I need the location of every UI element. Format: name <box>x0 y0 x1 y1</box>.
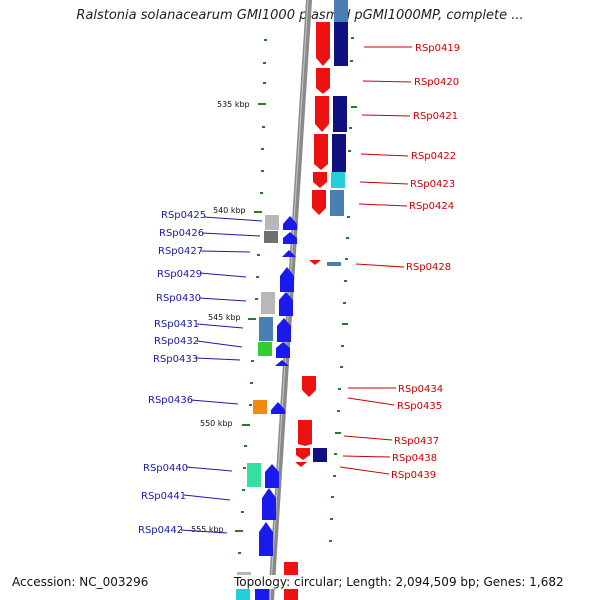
label-RSp0437: RSp0437 <box>394 436 439 447</box>
gene-RSp0422 <box>314 134 328 170</box>
reverse-outer-blocks <box>313 0 348 462</box>
gene-RSp0429 <box>280 267 294 292</box>
tick-label-555: 555 kbp <box>191 525 224 534</box>
label-RSp0419: RSp0419 <box>415 43 460 54</box>
gene-RSp0428 <box>309 260 321 265</box>
reverse-genes <box>284 22 330 600</box>
left-gene-labels: RSp0425 RSp0426 RSp0427 RSp0429 RSp0430 … <box>138 210 206 536</box>
gene-RSp0437 <box>298 420 312 446</box>
gene-RSp0426 <box>283 232 297 244</box>
label-RSp0442: RSp0442 <box>138 525 183 536</box>
label-RSp0441: RSp0441 <box>141 491 186 502</box>
gene-RSp0423 <box>313 172 327 188</box>
label-RSp0428: RSp0428 <box>406 262 451 273</box>
label-RSp0430: RSp0430 <box>156 293 201 304</box>
right-gene-labels: RSp0419 RSp0420 RSp0421 RSp0422 RSp0423 … <box>391 43 460 481</box>
major-ticks <box>235 103 266 532</box>
label-RSp0424: RSp0424 <box>409 201 454 212</box>
label-RSp0431: RSp0431 <box>154 319 199 330</box>
label-RSp0421: RSp0421 <box>413 111 458 122</box>
topology-stats-text: Topology: circular; Length: 2,094,509 bp… <box>232 575 566 589</box>
left-leaders <box>180 216 263 534</box>
label-RSp0426: RSp0426 <box>159 228 204 239</box>
label-RSp0423: RSp0423 <box>410 179 455 190</box>
gene-RSp0438 <box>296 448 310 460</box>
label-RSp0427: RSp0427 <box>158 246 203 257</box>
label-RSp0436: RSp0436 <box>148 395 193 406</box>
label-RSp0434: RSp0434 <box>398 384 443 395</box>
label-RSp0429: RSp0429 <box>157 269 202 280</box>
tick-label-535: 535 kbp <box>217 100 250 109</box>
tick-label-540: 540 kbp <box>213 206 246 215</box>
gene-RSp0432 <box>276 342 290 358</box>
gene-RSp0427 <box>282 250 296 257</box>
gene-RSp0425 <box>283 216 297 230</box>
gene-RSp0442 <box>259 522 273 556</box>
label-RSp0438: RSp0438 <box>392 453 437 464</box>
label-RSp0422: RSp0422 <box>411 151 456 162</box>
map-title: Ralstonia solanacearum GMI1000 plasmid p… <box>76 8 524 23</box>
label-RSp0432: RSp0432 <box>154 336 199 347</box>
gene-RSp0440 <box>265 464 279 488</box>
gene-RSp0439 <box>295 462 307 467</box>
gene-RSp0431 <box>277 318 291 342</box>
tick-label-550: 550 kbp <box>200 419 233 428</box>
accession-text: Accession: NC_003296 <box>10 575 151 589</box>
label-RSp0440: RSp0440 <box>143 463 188 474</box>
label-RSp0435: RSp0435 <box>397 401 442 412</box>
tick-label-545: 545 kbp <box>208 313 241 322</box>
label-RSp0425: RSp0425 <box>161 210 206 221</box>
gene-RSp0421 <box>315 96 329 132</box>
gene-RSp0424 <box>312 190 326 215</box>
gene-RSp0441 <box>262 488 276 520</box>
right-tick-dots <box>329 37 357 542</box>
label-RSp0433: RSp0433 <box>153 354 198 365</box>
gene-RSp0434 <box>302 376 316 397</box>
forward-outer-blocks <box>236 215 279 600</box>
gene-RSp0433 <box>275 360 289 366</box>
right-leaders <box>339 46 412 475</box>
label-RSp0420: RSp0420 <box>414 77 459 88</box>
gene-RSp0436 <box>271 402 285 414</box>
label-RSp0439: RSp0439 <box>391 470 436 481</box>
left-tick-dots <box>238 39 267 554</box>
gene-RSp0430 <box>279 292 293 316</box>
forward-genes <box>255 216 297 600</box>
gene-RSp0420 <box>316 68 330 94</box>
gene-RSp0419 <box>316 22 330 66</box>
